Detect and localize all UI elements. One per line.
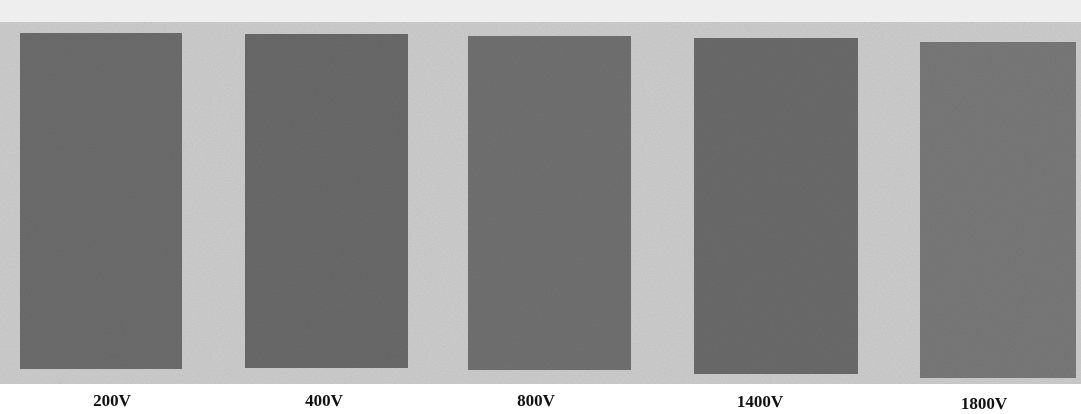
voltage-label: 1800V	[961, 394, 1008, 413]
voltage-label: 400V	[305, 391, 344, 410]
sample-panel	[694, 38, 858, 374]
sample-panel	[20, 33, 182, 369]
sample-panel	[920, 42, 1076, 378]
sample-panel	[245, 34, 408, 368]
voltage-label: 1400V	[737, 392, 784, 411]
sample-labels: 200V 400V 800V 1400V 1800V	[93, 391, 1008, 413]
voltage-label: 200V	[93, 391, 132, 410]
page-top	[0, 0, 1081, 22]
sample-panels	[20, 33, 1076, 378]
voltage-label: 800V	[517, 391, 556, 410]
sample-panel	[468, 36, 631, 370]
